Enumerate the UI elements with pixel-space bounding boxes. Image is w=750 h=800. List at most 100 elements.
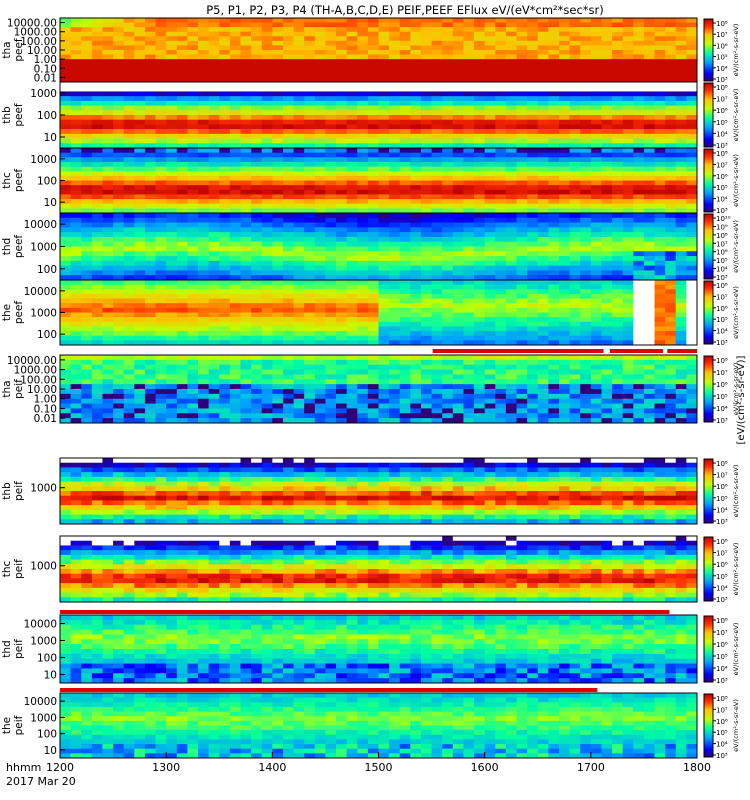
heatmap-cell: [251, 326, 263, 332]
heatmap-cell: [665, 72, 677, 78]
heatmap-cell: [633, 256, 645, 262]
heatmap-cell: [346, 355, 358, 361]
heatmap-cell: [166, 119, 178, 125]
heatmap-cell: [123, 115, 135, 121]
heatmap-cell: [537, 321, 549, 327]
heatmap-cell: [569, 270, 581, 276]
heatmap-cell: [516, 364, 528, 370]
heatmap-cell: [622, 143, 634, 149]
heatmap-cell: [580, 194, 592, 200]
heatmap-cell: [81, 236, 93, 243]
heatmap-cell: [654, 236, 666, 243]
heatmap-cell: [102, 335, 114, 341]
heatmap-cell: [548, 227, 560, 233]
heatmap-cell: [176, 241, 188, 247]
heatmap-cell: [272, 157, 284, 163]
heatmap-cell: [537, 54, 549, 60]
heatmap-cell: [580, 31, 592, 37]
heatmap-cell: [166, 208, 178, 214]
heatmap-cell: [452, 289, 464, 295]
heatmap-cells: [60, 148, 698, 214]
heatmap-cell: [399, 59, 411, 65]
heatmap-cell: [251, 45, 263, 51]
heatmap-cell: [81, 171, 93, 177]
heatmap-cell: [527, 86, 539, 92]
heatmap-cell: [325, 374, 337, 380]
heatmap-cell: [229, 36, 241, 42]
heatmap-cell: [272, 369, 284, 375]
heatmap-cell: [261, 408, 273, 414]
heatmap-cell: [612, 251, 624, 257]
heatmap-cell: [208, 36, 220, 42]
heatmap-cell: [144, 256, 156, 262]
heatmap-cell: [272, 398, 284, 404]
heatmap-cell: [601, 280, 613, 286]
heatmap-cell: [91, 260, 103, 267]
heatmap-cell: [675, 27, 687, 33]
heatmap-cell: [442, 208, 454, 214]
heatmap-cell: [219, 236, 231, 243]
heatmap-cell: [240, 403, 252, 409]
panel-product-label: peef: [13, 38, 25, 62]
heatmap-cell: [389, 59, 401, 65]
heatmap-cell: [187, 289, 199, 295]
heatmap-cell: [240, 321, 252, 327]
heatmap-cell: [516, 133, 528, 139]
heatmap-cell: [346, 185, 358, 191]
heatmap-cell: [527, 213, 539, 219]
heatmap-cell: [272, 408, 284, 414]
heatmap-cell: [240, 384, 252, 390]
heatmap-cell: [251, 148, 263, 154]
heatmap-cell: [548, 321, 560, 327]
heatmap-cell: [548, 45, 560, 51]
heatmap-cell: [431, 236, 443, 243]
heatmap-cell: [516, 335, 528, 341]
heatmap-cell: [399, 280, 411, 286]
heatmap-cell: [442, 331, 454, 337]
heatmap-cell: [102, 265, 114, 271]
heatmap-cell: [463, 389, 475, 395]
heatmap-cell: [325, 59, 337, 65]
heatmap-cell: [580, 22, 592, 28]
heatmap-cell: [633, 275, 645, 281]
heatmap-cell: [336, 251, 348, 257]
heatmap-cell: [516, 22, 528, 28]
heatmap-cell: [198, 185, 210, 191]
heatmap-cell: [601, 124, 613, 130]
heatmap-cell: [633, 312, 645, 318]
heatmap-cell: [675, 317, 687, 323]
heatmap-cell: [91, 246, 103, 252]
heatmap-cell: [675, 275, 687, 281]
heatmap-cell: [367, 303, 379, 309]
heatmap-cell: [293, 403, 305, 409]
heatmap-cell: [176, 110, 188, 116]
heatmap-cell: [378, 256, 390, 262]
heatmap-cell: [346, 143, 358, 149]
heatmap-cell: [346, 293, 358, 299]
heatmap-cell: [548, 91, 560, 97]
heatmap-cell: [325, 307, 337, 313]
heatmap-cell: [537, 284, 549, 290]
heatmap-cell: [219, 317, 231, 323]
heatmap-cell: [155, 335, 167, 341]
heatmap-cell: [229, 45, 241, 51]
heatmap-cell: [304, 119, 316, 125]
heatmap-cell: [420, 68, 432, 74]
heatmap-cell: [474, 124, 486, 130]
heatmap-cell: [304, 355, 316, 361]
heatmap-cell: [686, 148, 698, 154]
heatmap-cell: [346, 280, 358, 286]
heatmap-cell: [81, 40, 93, 46]
heatmap-cell: [166, 217, 178, 223]
heatmap-cell: [643, 36, 655, 42]
heatmap-cell: [675, 312, 687, 318]
heatmap-cell: [70, 413, 82, 419]
heatmap-cell: [240, 326, 252, 332]
heatmap-cell: [113, 251, 125, 257]
heatmap-cell: [187, 307, 199, 313]
heatmap-cell: [155, 138, 167, 144]
heatmap-cell: [601, 82, 613, 88]
heatmap-cell: [134, 63, 146, 69]
heatmap-cell: [399, 256, 411, 262]
heatmap-cell: [282, 115, 294, 121]
